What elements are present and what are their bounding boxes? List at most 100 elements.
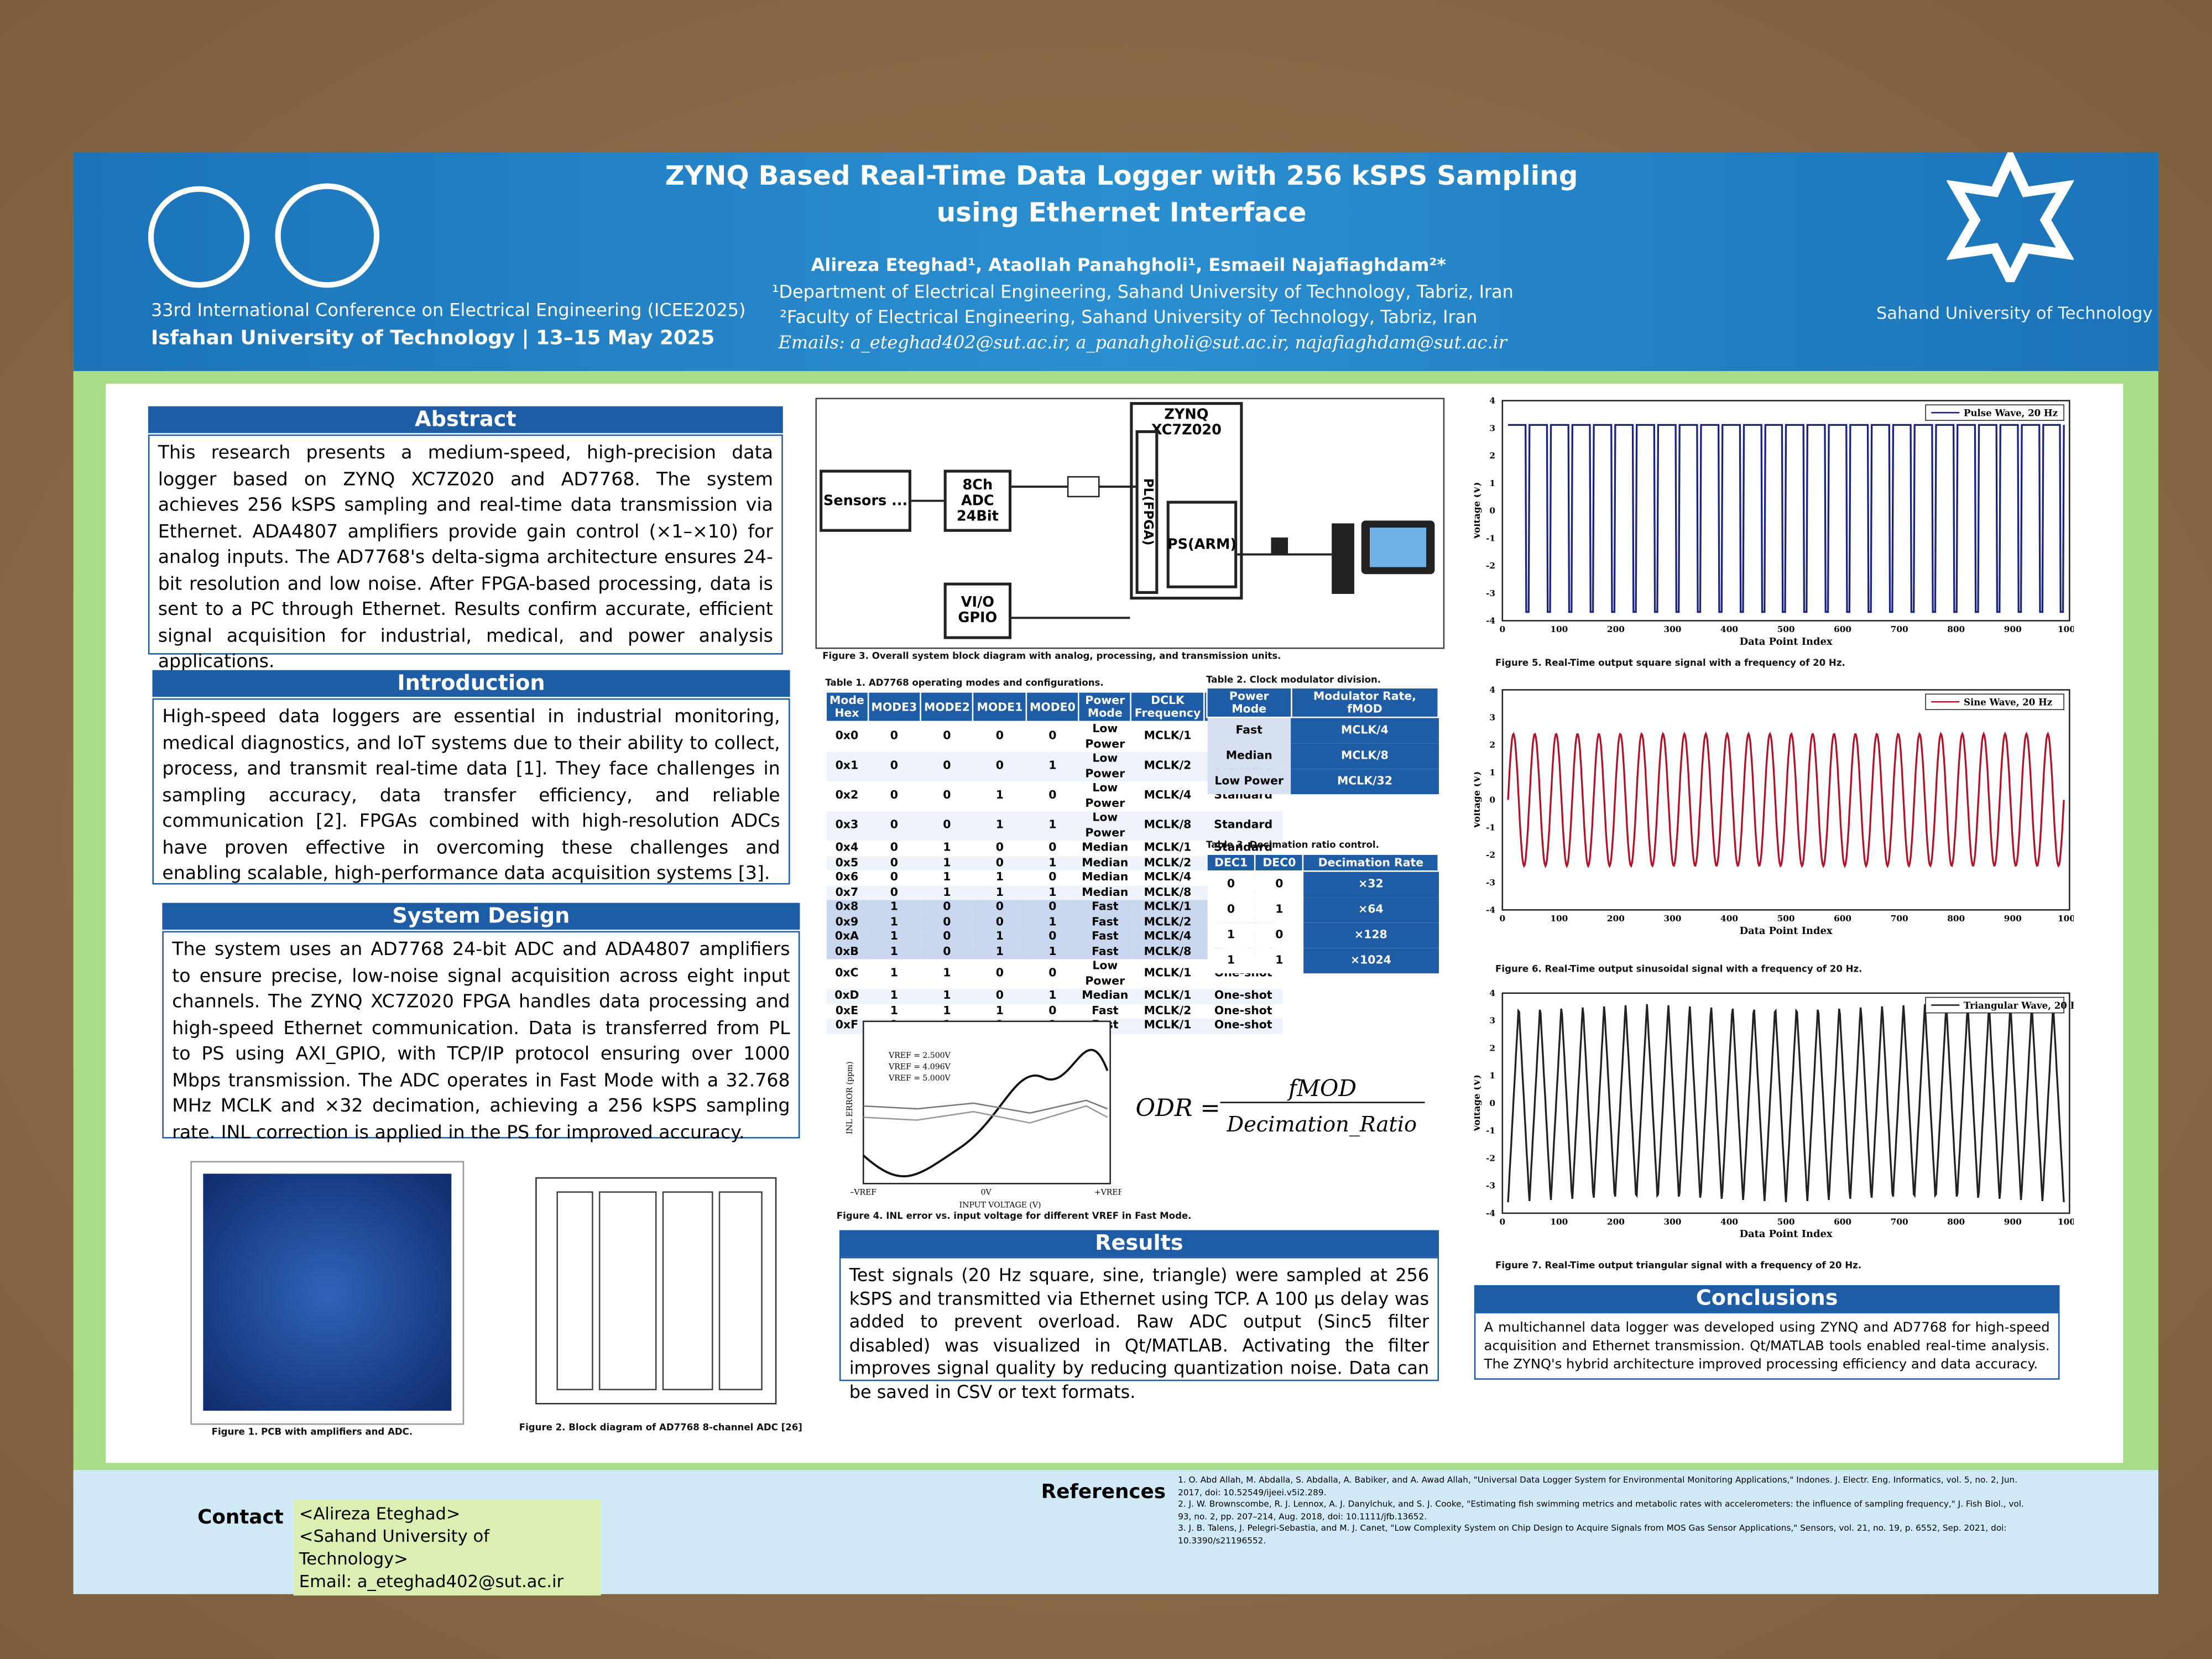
x-tick-label: 1000 [2058,1217,2074,1227]
x-tick-label: 600 [1834,1217,1851,1227]
cell: MCLK/1 [1144,1018,1192,1031]
caption: Table 1. AD7768 operating modes and conf… [825,677,1104,688]
y-tick-label: 4 [1489,685,1495,695]
column-header: Mode Hex [825,691,869,723]
cell: 0x5 [835,855,859,869]
x-tick-label: 900 [2004,914,2022,924]
row: 0x8 1 0 0 0 Fast MCLK/1 Standard [826,900,1282,915]
venue: Isfahan University of Technology | 13–15… [150,327,715,350]
cell: MCLK/1 [1144,967,1192,980]
legend-entry: VREF = 2.500V [888,1051,951,1060]
cell: 0 [995,759,1004,773]
title: ZYNQ Based Real-Time Data Logger with 25… [665,160,1578,229]
cell: 1 [890,944,898,957]
cell: Standard [1214,900,1273,913]
x-tick-label: 700 [1891,1217,1908,1227]
cell: MCLK/2 [1144,759,1192,773]
row: Low Power MCLK/32 [1207,769,1438,795]
cell: Median [1082,885,1129,898]
y-tick-label: 3 [1489,423,1495,433]
x-tick-label: 100 [1550,914,1568,924]
figure-frame [190,1161,465,1425]
cell: 0x7 [835,885,859,898]
cell: One-shot [1214,967,1272,980]
cell: Fast [1092,915,1119,928]
section-text: This research presents a medium-speed, h… [148,434,783,673]
cell: Fast [1092,930,1119,943]
cell: Standard [1214,870,1273,883]
x-tick-label: 1000 [2058,914,2074,924]
cell: Median [1082,841,1129,854]
cell: 1 [943,870,951,883]
x-axis-label: Data Point Index [1740,636,1833,648]
column-header: DEC1 [1206,853,1256,872]
cell: 0x1 [835,759,859,773]
cell: 1 [943,885,951,898]
cell: 0 [1048,967,1057,980]
column-header: MODE0 [1025,691,1080,723]
cell: Standard [1214,841,1273,854]
cell: 1 [890,900,898,913]
legend-entry: Pulse Wave, 20 Hz [1964,408,2058,419]
section-heading: Abstract [148,406,783,434]
cell: 1 [890,915,898,928]
cell: 1 [1227,928,1235,941]
cell: 0 [943,729,951,743]
x-tick-label: 300 [1663,914,1681,924]
cell: 0x3 [835,818,859,832]
cell: Fast [1235,723,1262,737]
x-tick-label: 1000 [2058,624,2074,634]
cell: ×128 [1303,922,1438,948]
cell: Standard [1214,915,1273,928]
cell: 0 [995,729,1004,743]
cell: 1 [943,967,951,980]
cell: ×32 [1303,871,1438,898]
cell: 1 [1048,944,1057,957]
row: 0xA 1 0 1 0 Fast MCLK/4 Standard [826,930,1282,945]
cell: 1 [1048,759,1057,773]
caption: Figure 2. Block diagram of AD7768 8-chan… [519,1422,802,1433]
reference: 1. O. Abd Allah, M. Abdalla, S. Abdalla,… [1178,1475,2018,1498]
x-tick-label: 800 [1947,624,1965,634]
y-tick-label: -4 [1486,905,1495,915]
y-tick-label: 1 [1489,1071,1495,1081]
row: 0x1 0 0 0 1 Low Power MCLK/2 Standard [826,752,1282,782]
row: 0 0 ×32 [1207,871,1438,898]
cell: 1 [995,885,1004,898]
cell: Low Power [1214,774,1284,787]
cell: 0 [890,855,898,869]
references-heading: References [1041,1481,1166,1504]
cell: 0xB [834,944,859,957]
figure-frame: Sensors ... 8Ch ADC 24Bit ZYNQ XC7Z020 P… [815,398,1445,649]
x-tick-label: 300 [1663,624,1681,634]
cell: MCLK/32 [1291,769,1438,795]
cell: ×1024 [1303,948,1438,974]
y-tick-label: -2 [1486,850,1495,860]
row: 0x7 0 1 1 1 Median MCLK/8 Standard [826,885,1282,900]
caption: Figure 3. Overall system block diagram w… [822,650,1281,662]
row: 0xD 1 1 0 1 Median MCLK/1 One-shot [826,989,1282,1004]
legend-box [1925,997,2064,1014]
cell: 0 [890,818,898,832]
x-tick-label: 600 [1834,914,1851,924]
contact-line: <Sahand University of Technology> [299,1526,490,1569]
cell: 0x6 [835,870,859,883]
contact-box: <Alireza Eteghad> <Sahand University of T… [293,1499,601,1596]
row: Median MCLK/8 [1207,743,1438,769]
y-tick-label: 1 [1489,478,1495,488]
row: 0xC 1 1 0 0 Low Power MCLK/1 One-shot [826,959,1282,989]
plot-frame [862,1020,1111,1185]
cell: 0x9 [835,915,859,928]
x-axis-label: Data Point Index [1740,1228,1833,1240]
cell: Low Power [1085,781,1125,809]
cell: 0 [943,930,951,943]
equation-numerator: fMOD [1220,1075,1425,1103]
table: DEC1 DEC0 Decimation Rate 0 0 ×32 0 1 ×64 1 0 ×128 1… [1206,853,1439,974]
caption: Figure 6. Real-Time output sinusoidal si… [1495,963,1863,975]
block: 8Ch ADC 24Bit [943,469,1012,532]
caption: Figure 5. Real-Time output square signal… [1495,657,1845,669]
cell: One-shot [1214,1004,1272,1016]
x-tick-label: 500 [1777,914,1795,924]
cell: 1 [995,930,1004,943]
